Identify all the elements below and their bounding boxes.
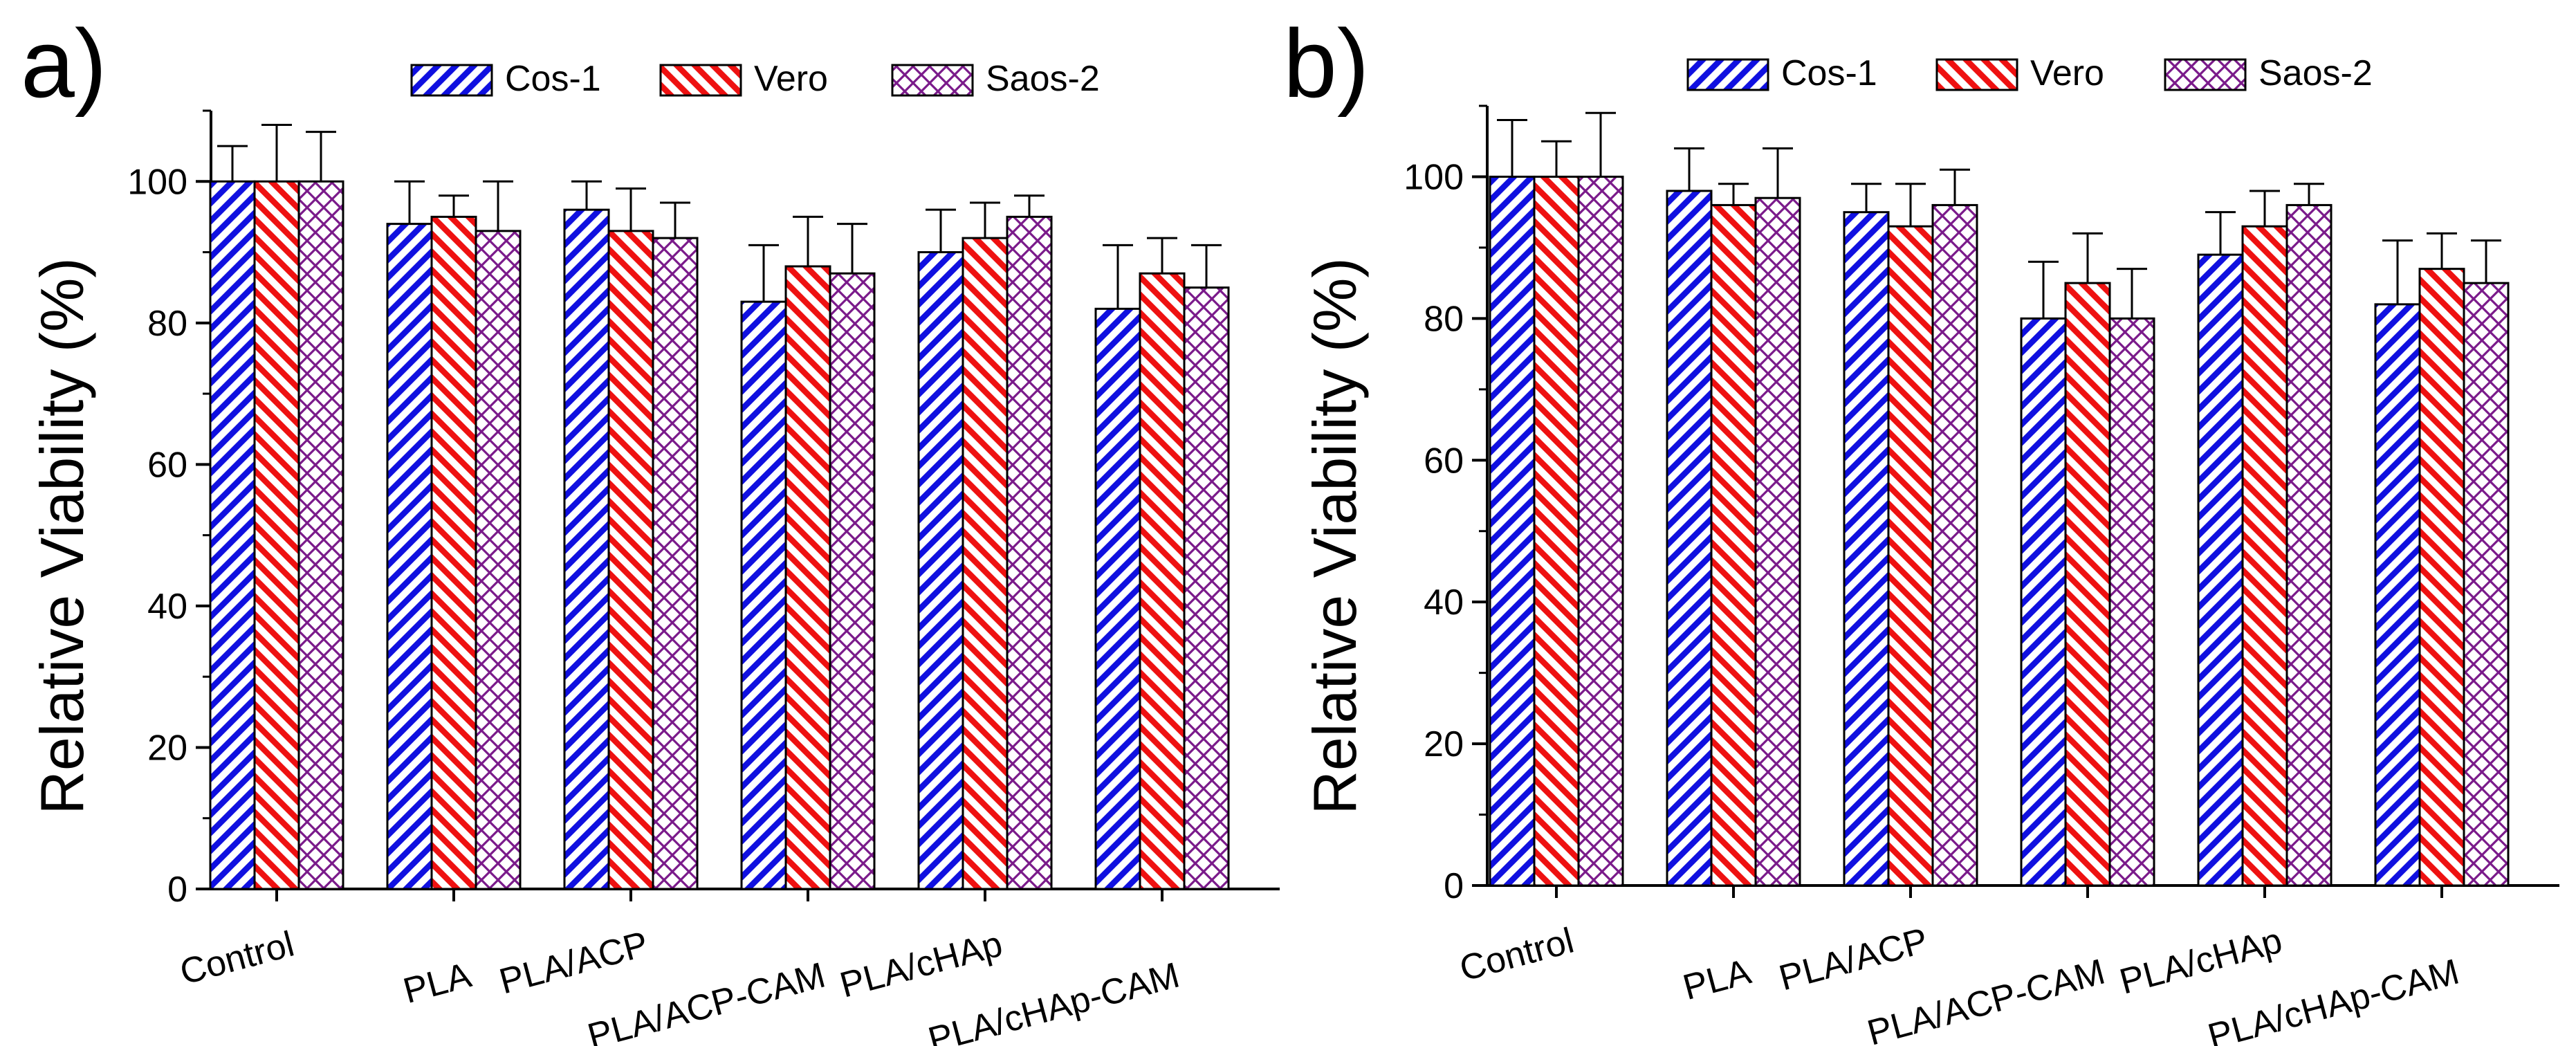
bar-cos-1-pla-chap-cam [2374, 303, 2421, 887]
legend-label-saos-2: Saos-2 [986, 59, 1100, 99]
x-category-label: Control [176, 924, 298, 993]
x-category-label: PLA/cHAp [836, 924, 1006, 1006]
bar-vero-pla-acp [607, 230, 654, 890]
legend-label-vero: Vero [2030, 53, 2104, 93]
bar-vero-pla-chap [2241, 225, 2288, 887]
y-tick-label: 20 [1424, 724, 1464, 764]
legend-swatch-vero [1935, 58, 2018, 91]
legend-swatch-saos-2 [891, 64, 974, 97]
x-category-label: PLA/ACP [1775, 921, 1932, 999]
bar-cos-1-pla-acp-cam [2020, 317, 2067, 887]
bar-saos-2-pla-acp [652, 237, 699, 890]
legend-swatch-cos-1 [1686, 58, 1769, 91]
bar-cos-1-control [1489, 175, 1536, 887]
y-axis-title-b: Relative Viability (%) [1300, 257, 1369, 814]
bar-saos-2-pla-acp-cam [829, 272, 876, 890]
bar-vero-pla-acp [1887, 225, 1934, 887]
bar-saos-2-control [297, 180, 344, 890]
bar-vero-pla-chap-cam [1139, 272, 1186, 890]
x-category-label: Control [1455, 921, 1578, 989]
panel-label-b: b) [1283, 9, 1369, 118]
bar-vero-pla [430, 215, 477, 890]
bar-cos-1-pla-chap-cam [1094, 307, 1141, 890]
bar-saos-2-pla-chap [2285, 203, 2333, 887]
y-tick-label: 60 [147, 445, 187, 485]
bar-cos-1-pla-acp [1843, 211, 1890, 887]
bar-saos-2-pla-acp [1931, 203, 1978, 887]
bar-saos-2-pla-chap [1006, 215, 1053, 890]
bar-saos-2-pla-chap-cam [2463, 282, 2510, 887]
bar-saos-2-pla-chap-cam [1183, 286, 1230, 890]
y-tick-label: 20 [147, 728, 187, 768]
y-tick-label: 40 [147, 587, 187, 627]
legend-label-vero: Vero [754, 59, 828, 99]
bar-vero-pla-acp-cam [2064, 282, 2111, 887]
y-tick-label: 40 [1424, 582, 1464, 623]
bar-vero-pla-chap-cam [2418, 268, 2465, 887]
y-tick-label: 80 [1424, 299, 1464, 339]
x-category-label: PLA/ACP [495, 924, 652, 1002]
y-tick-label: 100 [1404, 157, 1464, 197]
legend-swatch-saos-2 [2164, 58, 2247, 91]
bar-saos-2-pla [1754, 196, 1801, 887]
bar-cos-1-pla-chap [2197, 253, 2244, 887]
bar-cos-1-pla-acp [563, 208, 610, 890]
bar-cos-1-pla-acp-cam [740, 300, 787, 890]
x-category-label: PLA/cHAp [2115, 921, 2286, 1002]
y-tick-label: 0 [167, 870, 187, 910]
legend-label-cos-1: Cos-1 [505, 59, 601, 99]
legend-a: Cos-1 Vero Saos-2 [410, 59, 1100, 99]
bar-saos-2-control [1577, 175, 1624, 887]
legend-b: Cos-1 Vero Saos-2 [1686, 53, 2373, 93]
bar-vero-pla-acp-cam [784, 265, 831, 890]
x-category-label: PLA [399, 955, 475, 1011]
legend-label-saos-2: Saos-2 [2258, 53, 2373, 93]
bar-saos-2-pla [475, 230, 522, 890]
y-axis-title-a: Relative Viability (%) [28, 257, 96, 814]
bar-cos-1-pla [1666, 190, 1713, 887]
x-category-label: PLA [1679, 951, 1755, 1008]
bar-vero-control [253, 180, 300, 890]
bar-vero-pla [1710, 203, 1757, 887]
legend-swatch-cos-1 [410, 64, 493, 97]
y-tick-label: 100 [127, 162, 187, 202]
y-tick-label: 60 [1424, 441, 1464, 481]
bar-saos-2-pla-acp-cam [2108, 317, 2155, 887]
bar-cos-1-control [209, 180, 256, 890]
bar-vero-pla-chap [962, 237, 1009, 890]
bar-vero-control [1533, 175, 1580, 887]
panel-b: b) Relative Viability (%) Cos-1 Vero Sao… [1283, 9, 2559, 1046]
legend-label-cos-1: Cos-1 [1781, 53, 1877, 93]
bar-cos-1-pla [386, 223, 433, 890]
y-tick-label: 80 [147, 304, 187, 344]
panel-a: a) Relative Viability (%) Cos-1 Vero Sao… [21, 9, 1280, 1046]
bar-cos-1-pla-chap [917, 251, 964, 890]
legend-swatch-vero [659, 64, 742, 97]
y-tick-label: 0 [1444, 866, 1464, 906]
panel-label-a: a) [21, 9, 107, 118]
